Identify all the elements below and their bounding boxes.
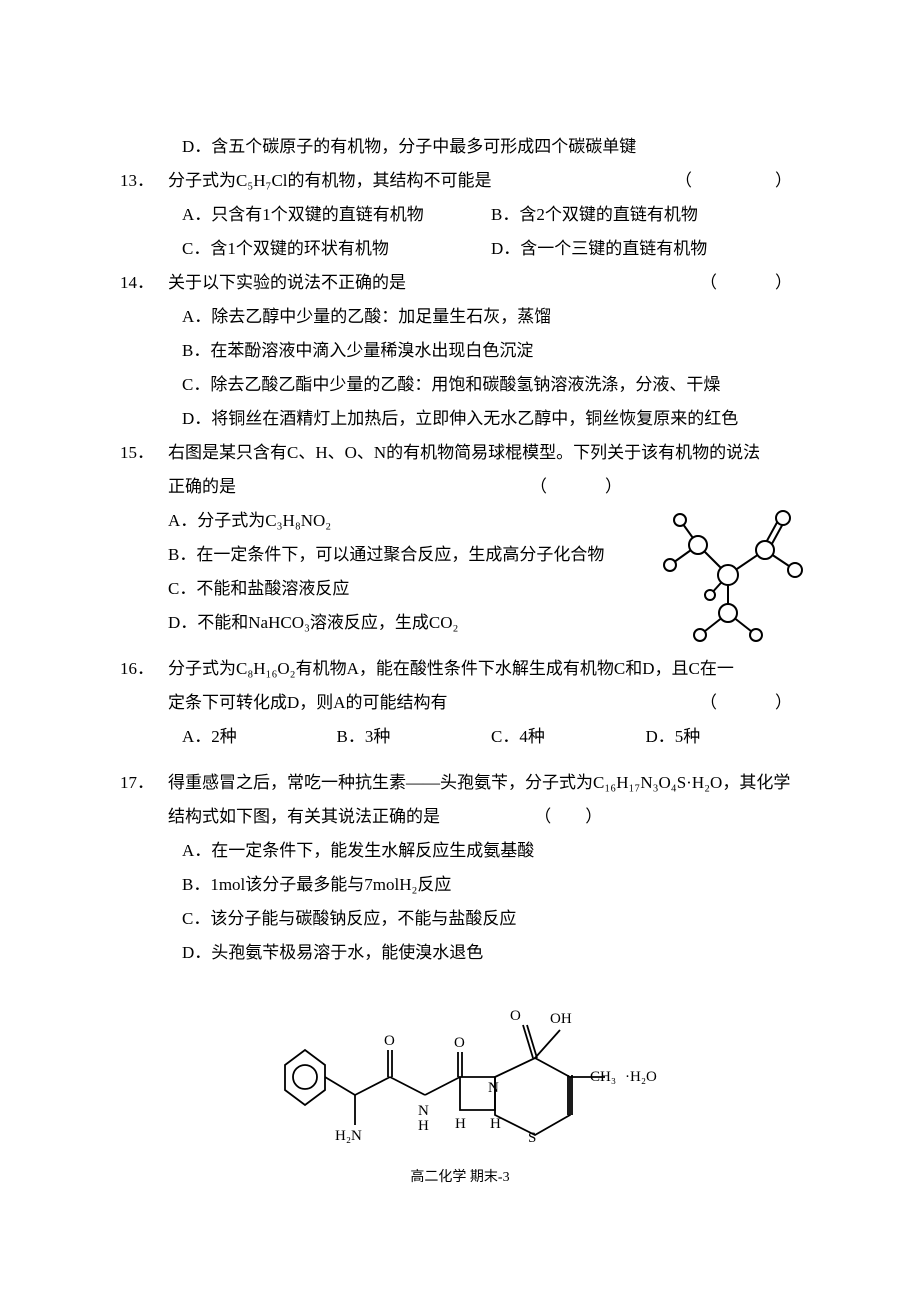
q14-paren: （ ） [700,266,800,300]
q15: 15． 右图是某只含有C、H、O、N的有机物简易球棍模型。下列关于该有机物的说法 [120,436,800,470]
q14-d: D．将铜丝在酒精灯上加热后，立即伸入无水乙醇中，铜丝恢复原来的红色 [120,402,800,436]
q14-stem: 关于以下实验的说法不正确的是 [168,273,406,292]
svg-text:·H₂O: ·H₂O [625,1069,657,1085]
q17-stem2: 结构式如下图，有关其说法正确的是 [168,807,440,826]
q17-num: 17． [120,766,168,800]
q15-paren: （ ） [530,470,630,504]
q14-a: A．除去乙醇中少量的乙酸：加足量生石灰，蒸馏 [120,300,800,334]
q17-a: A．在一定条件下，能发生水解反应生成氨基酸 [120,834,800,868]
q13-opts-cd: C．含1个双键的环状有机物 D．含一个三键的直链有机物 [120,232,800,266]
svg-text:H: H [490,1116,501,1132]
q17-stem1: 得重感冒之后，常吃一种抗生素——头孢氨苄，分子式为C₁₆H₁₇N₃O₄S·H₂O… [168,766,800,800]
q16-opts: A．2种 B．3种 C．4种 D．5种 [120,720,800,754]
q17-d: D．头孢氨苄极易溶于水，能使溴水退色 [120,936,800,970]
q13-d: D．含一个三键的直链有机物 [491,232,800,266]
q13-a: A．只含有1个双键的直链有机物 [182,198,491,232]
q17-paren: （ ） [534,807,602,826]
q13-c: C．含1个双键的环状有机物 [182,232,491,266]
q13-num: 13． [120,164,168,198]
q13: 13． 分子式为C₅H₇Cl的有机物，其结构不可能是 （ ） [120,164,800,198]
q15-stem1: 右图是某只含有C、H、O、N的有机物简易球棍模型。下列关于该有机物的说法 [168,436,800,470]
q17-c: C．该分子能与碳酸钠反应，不能与盐酸反应 [120,902,800,936]
q17: 17． 得重感冒之后，常吃一种抗生素——头孢氨苄，分子式为C₁₆H₁₇N₃O₄S… [120,766,800,800]
q15-stem2: 正确的是 [168,477,236,496]
svg-text:H: H [418,1118,429,1134]
q13-paren: （ ） [675,164,800,198]
q13-opts-ab: A．只含有1个双键的直链有机物 B．含2个双键的直链有机物 [120,198,800,232]
svg-text:H₂N: H₂N [335,1128,362,1144]
q14-b: B．在苯酚溶液中滴入少量稀溴水出现白色沉淀 [120,334,800,368]
q17-b: B．1mol该分子最多能与7molH₂反应 [120,868,800,902]
svg-text:OH: OH [550,1011,572,1027]
q16-paren: （ ） [700,686,800,720]
q16-c: C．4种 [491,720,646,754]
q13-b: B．含2个双键的直链有机物 [491,198,800,232]
svg-text:O: O [454,1035,465,1051]
q15-num: 15． [120,436,168,470]
svg-text:H: H [455,1116,466,1132]
q14-num: 14． [120,266,168,300]
svg-text:CH₃: CH₃ [590,1069,616,1085]
q16-b: B．3种 [337,720,492,754]
svg-text:S: S [528,1130,536,1146]
svg-text:N: N [488,1080,499,1096]
svg-text:O: O [510,1008,521,1024]
q16-stem1: 分子式为C₈H₁₆O₂有机物A，能在酸性条件下水解生成有机物C和D，且C在一 [168,652,800,686]
q16-stem2: 定条下可转化成D，则A的可能结构有 [168,693,448,712]
q14-c: C．除去乙酸乙酯中少量的乙酸：用饱和碳酸氢钠溶液洗涤，分液、干燥 [120,368,800,402]
page-footer: 高二化学 期末-3 [120,1164,800,1192]
q16-num: 16． [120,652,168,686]
cefalexin-structure: H₂N O N H O N H H S [120,980,800,1172]
svg-text:N: N [418,1103,429,1119]
q14: 14． 关于以下实验的说法不正确的是 （ ） [120,266,800,300]
svg-text:O: O [384,1033,395,1049]
q16-d: D．5种 [646,720,801,754]
ball-stick-diagram [650,495,805,650]
q13-stem: 分子式为C₅H₇Cl的有机物，其结构不可能是 [168,171,492,190]
q16-a: A．2种 [182,720,337,754]
q16: 16． 分子式为C₈H₁₆O₂有机物A，能在酸性条件下水解生成有机物C和D，且C… [120,652,800,686]
q12-option-d: D．含五个碳原子的有机物，分子中最多可形成四个碳碳单键 [120,130,800,164]
